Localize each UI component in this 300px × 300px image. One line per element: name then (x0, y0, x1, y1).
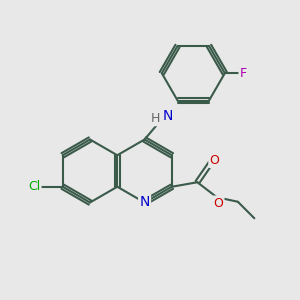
Text: N: N (163, 109, 173, 122)
Text: H: H (151, 112, 160, 125)
Text: O: O (213, 197, 223, 210)
Text: Cl: Cl (28, 180, 40, 193)
Text: O: O (209, 154, 219, 167)
Text: F: F (240, 67, 247, 80)
Text: N: N (140, 196, 150, 209)
